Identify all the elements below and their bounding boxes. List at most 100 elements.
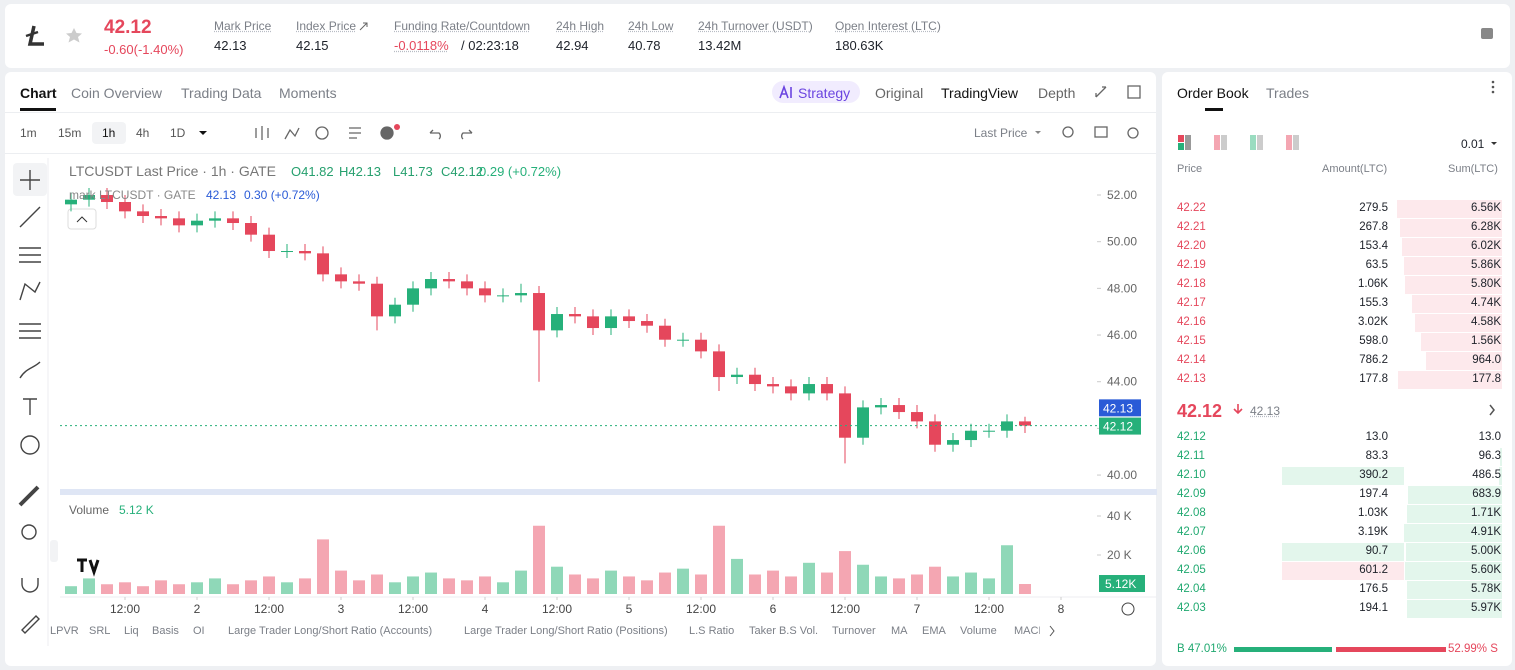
add-icon[interactable]	[380, 126, 394, 140]
candle-body	[497, 295, 509, 297]
interval[interactable]: 15m	[58, 126, 82, 140]
layout-single[interactable]	[1286, 135, 1292, 150]
layout-both[interactable]	[1178, 135, 1184, 142]
ob-price[interactable]: 42.07	[1177, 526, 1206, 538]
expand-icon[interactable]	[1095, 86, 1107, 98]
ob-price[interactable]: 42.06	[1177, 545, 1206, 557]
window-icon[interactable]	[1127, 85, 1141, 99]
ob-price[interactable]: 42.09	[1177, 488, 1206, 500]
ob-price[interactable]: 42.18	[1177, 278, 1206, 290]
volume-bar	[515, 570, 527, 594]
indicator[interactable]: Volume	[960, 625, 997, 637]
price-type[interactable]: Last Price	[974, 126, 1028, 140]
side-handle[interactable]	[50, 540, 58, 562]
fib-tool[interactable]	[19, 323, 41, 339]
interval[interactable]: 1h	[102, 126, 116, 140]
settings-icon[interactable]	[1127, 127, 1139, 139]
indicator[interactable]: Turnover	[832, 625, 876, 637]
indicator[interactable]: EMA	[922, 625, 946, 637]
crosshair-tool[interactable]	[20, 170, 40, 190]
ob-price[interactable]: 42.04	[1177, 583, 1206, 595]
chart-tab[interactable]: Trading Data	[181, 85, 262, 101]
ob-price[interactable]: 42.13	[1177, 373, 1206, 385]
amount-highlight	[1282, 543, 1404, 561]
view-tab[interactable]: Depth	[1038, 85, 1076, 101]
indicator[interactable]: SRL	[89, 625, 111, 637]
search-icon[interactable]	[1062, 126, 1074, 138]
ob-price[interactable]: 42.05	[1177, 564, 1206, 576]
template-icon[interactable]	[349, 127, 361, 139]
redo-icon[interactable]	[461, 129, 473, 140]
text-tool[interactable]	[23, 398, 37, 415]
ob-price[interactable]: 42.15	[1177, 335, 1206, 347]
indicator[interactable]: L.S Ratio	[689, 625, 735, 637]
book-icon[interactable]	[1481, 28, 1493, 39]
candle-body	[983, 430, 995, 432]
precision[interactable]: 0.01	[1461, 137, 1485, 151]
indicator[interactable]: Large Trader Long/Short Ratio (Accounts)	[228, 625, 433, 637]
ob-sum: 6.28K	[1470, 221, 1501, 233]
chart-tab[interactable]: Moments	[279, 85, 337, 101]
indicator[interactable]: Basis	[152, 625, 179, 637]
candle-icon[interactable]	[255, 126, 269, 140]
axis-settings[interactable]	[1121, 602, 1135, 616]
emoji-tool[interactable]	[20, 435, 40, 455]
ob-price[interactable]: 42.08	[1177, 507, 1206, 519]
indicator[interactable]: Large Trader Long/Short Ratio (Positions…	[464, 625, 668, 637]
ob-price[interactable]: 42.16	[1177, 316, 1206, 328]
ob-price[interactable]: 42.10	[1177, 469, 1206, 481]
ob-price[interactable]: 42.11	[1177, 450, 1205, 462]
ob-price[interactable]: 42.03	[1177, 602, 1206, 614]
brush-tool[interactable]	[19, 361, 41, 379]
indicator-icon[interactable]	[284, 127, 300, 140]
ob-price[interactable]: 42.22	[1177, 202, 1206, 214]
collapse-button[interactable]	[67, 208, 97, 230]
view-tab[interactable]: TradingView	[941, 85, 1019, 101]
replay-icon[interactable]	[315, 126, 329, 140]
indicator[interactable]: MACD	[1014, 625, 1040, 637]
layout-bids[interactable]	[1250, 135, 1256, 150]
magnet-tool[interactable]	[21, 578, 39, 593]
ob-tab[interactable]: Order Book	[1177, 85, 1249, 101]
candle-body	[137, 211, 149, 217]
header-bar	[5, 4, 1510, 68]
volume-bar	[155, 580, 167, 594]
view-tab[interactable]: Original	[875, 85, 924, 101]
view-tab[interactable]: Strategy	[798, 85, 851, 101]
ob-sum: 4.74K	[1470, 297, 1501, 309]
volume-bar	[443, 578, 455, 594]
volume-bar	[83, 578, 95, 594]
ob-tab[interactable]: Trades	[1266, 85, 1310, 101]
ob-price[interactable]: 42.19	[1177, 259, 1206, 271]
interval[interactable]: 1m	[20, 126, 37, 140]
indicator[interactable]: Liq	[124, 625, 139, 637]
ob-price[interactable]: 42.14	[1177, 354, 1206, 366]
channel-tool[interactable]	[19, 247, 41, 263]
zoom-tool[interactable]	[21, 524, 37, 540]
ob-price[interactable]: 42.17	[1177, 297, 1206, 309]
indicator[interactable]: LPVR	[50, 625, 79, 637]
camera-icon[interactable]	[1094, 126, 1108, 138]
ob-price[interactable]: 42.21	[1177, 221, 1206, 233]
ob-price[interactable]: 42.12	[1177, 431, 1206, 443]
interval[interactable]: 1D	[170, 126, 186, 140]
chart-tab[interactable]: Chart	[20, 85, 57, 101]
undo-icon[interactable]	[429, 129, 441, 140]
ask-depth-bar	[1412, 295, 1502, 313]
ob-price[interactable]: 42.20	[1177, 240, 1206, 252]
dropdown-arrow	[199, 131, 207, 135]
indicator[interactable]: MA	[891, 625, 908, 637]
line-tool[interactable]	[19, 206, 41, 228]
favorite-star[interactable]	[66, 28, 82, 43]
eraser-tool[interactable]	[21, 615, 40, 634]
strategy-pill[interactable]	[772, 81, 860, 103]
interval[interactable]: 4h	[136, 126, 150, 140]
layout-asks[interactable]	[1214, 135, 1220, 150]
indicator[interactable]: OI	[193, 625, 205, 637]
pattern-tool[interactable]	[19, 281, 41, 301]
ob-amount: 90.7	[1365, 545, 1388, 557]
ruler-tool[interactable]	[18, 485, 40, 507]
pane-separator[interactable]	[60, 489, 1157, 495]
indicator[interactable]: Taker B.S Vol.	[749, 625, 819, 637]
chart-tab[interactable]: Coin Overview	[71, 85, 163, 101]
